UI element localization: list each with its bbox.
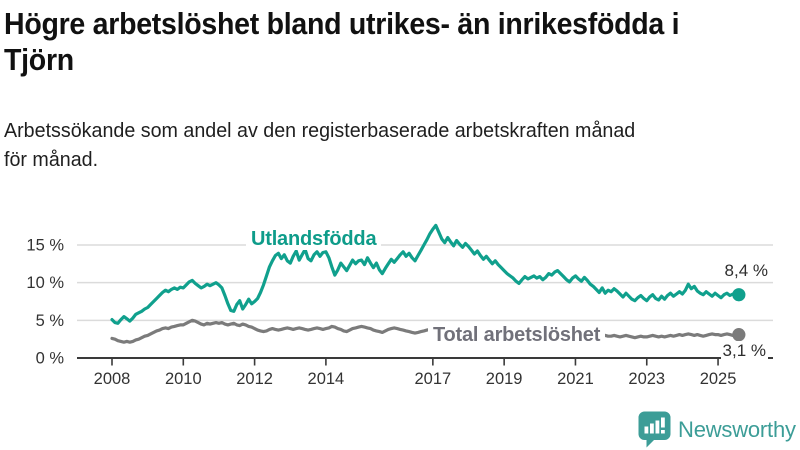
- end-value-label-total: 3,1 %: [688, 341, 768, 361]
- page-title: Högre arbetslöshet bland utrikes- än inr…: [4, 6, 800, 78]
- series-end-dot-0: [732, 288, 746, 302]
- chart-subtitle-text: Arbetssökande som andel av den registerb…: [4, 119, 636, 171]
- newsworthy-logo[interactable]: Newsworthy: [638, 411, 796, 448]
- x-tick-label: 2017: [414, 370, 451, 388]
- y-axis-labels: 0 % 5 % 10 % 15 %: [26, 237, 64, 368]
- x-tick-label: 2023: [628, 370, 665, 388]
- x-tick-label: 2021: [557, 370, 594, 388]
- series-label-utlandsfodda-text: Utlandsfödda: [246, 228, 382, 250]
- x-axis: 2008 2010 2012 2014 2017 2019 2021 2023 2025: [77, 357, 773, 388]
- series-line-0: [110, 223, 746, 325]
- page-title-text: Högre arbetslöshet bland utrikes- än inr…: [4, 6, 680, 77]
- x-tick-label: 2019: [486, 370, 523, 388]
- end-value-utlandsfodda-text: 8,4 %: [722, 261, 770, 280]
- chart-subtitle: Arbetssökande som andel av den registerb…: [4, 116, 800, 174]
- newsworthy-wordmark: Newsworthy: [678, 416, 796, 442]
- series-line-1: [110, 318, 746, 344]
- x-tick-label: 2025: [700, 370, 737, 388]
- y-tick-label: 15 %: [26, 237, 64, 255]
- y-tick-label: 10 %: [26, 274, 64, 292]
- x-tick-label: 2010: [165, 370, 202, 388]
- x-tick-label: 2012: [236, 370, 273, 388]
- series-label-total-arbetsloshet: Total arbetslöshet: [428, 324, 606, 347]
- end-value-label-utlandsfodda: 8,4 %: [690, 261, 770, 281]
- series-label-total-arbetsloshet-text: Total arbetslöshet: [428, 324, 606, 346]
- gridlines: [77, 244, 773, 322]
- y-tick-label: 0 %: [36, 350, 65, 368]
- y-tick-label: 5 %: [36, 312, 65, 330]
- newsworthy-logo-icon: [638, 411, 671, 448]
- series-end-dot-1: [732, 328, 746, 342]
- x-tick-label: 2008: [94, 370, 131, 388]
- end-value-total-text: 3,1 %: [720, 341, 768, 360]
- series-label-utlandsfodda: Utlandsfödda: [246, 228, 382, 251]
- x-tick-label: 2014: [308, 370, 345, 388]
